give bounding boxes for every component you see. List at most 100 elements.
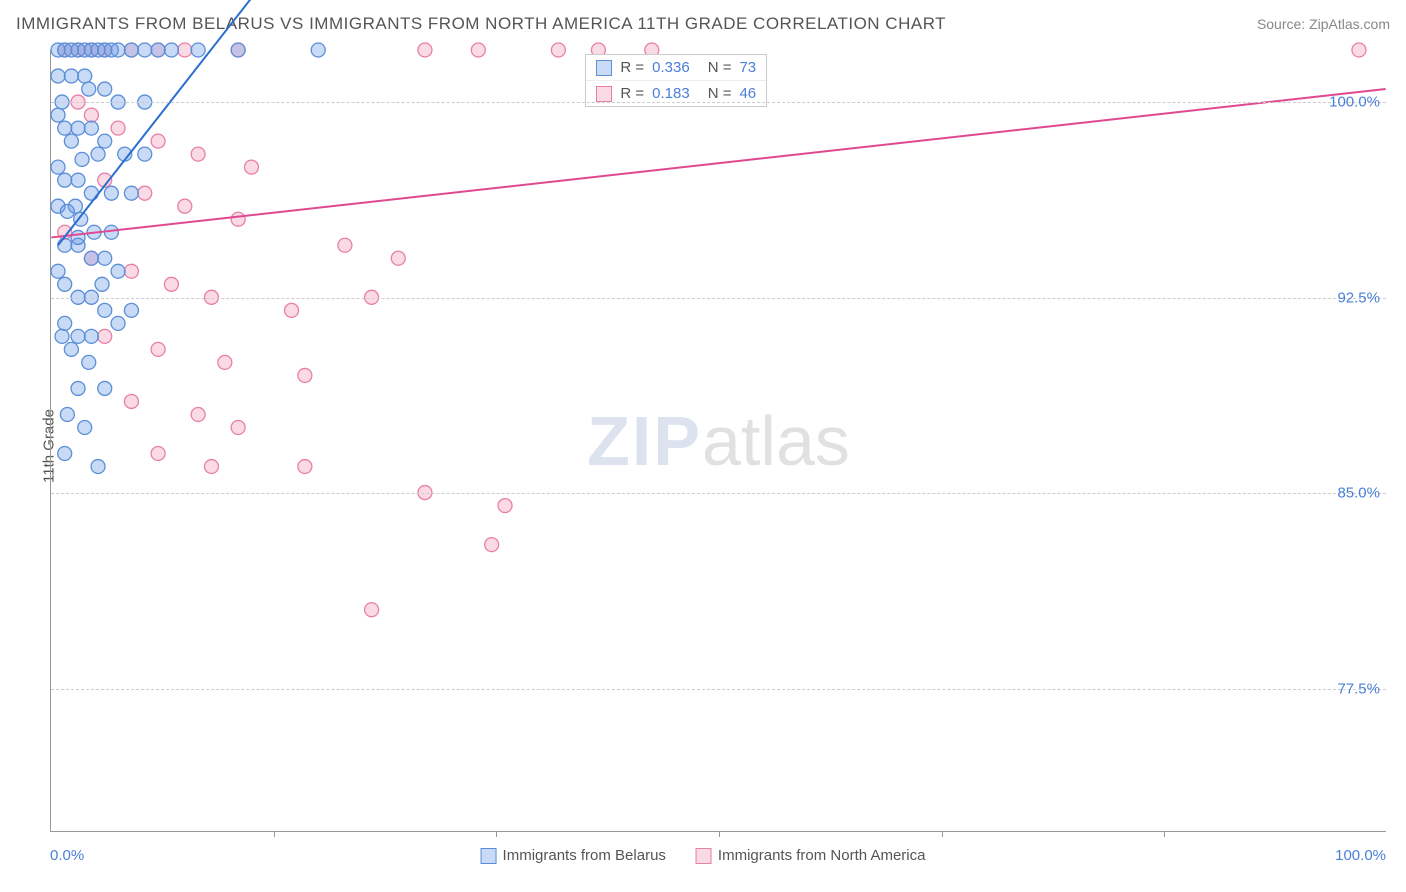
scatter-point [498, 499, 512, 513]
legend-swatch-icon [596, 86, 612, 102]
scatter-point [51, 160, 65, 174]
gridline [51, 298, 1386, 299]
scatter-point [164, 43, 178, 57]
legend-swatch-icon [481, 848, 497, 864]
chart-title: IMMIGRANTS FROM BELARUS VS IMMIGRANTS FR… [16, 14, 946, 34]
scatter-point [124, 303, 138, 317]
scatter-point [1352, 43, 1366, 57]
scatter-point [164, 277, 178, 291]
scatter-point [71, 121, 85, 135]
scatter-point [124, 43, 138, 57]
x-tick [1164, 831, 1165, 837]
scatter-point [485, 538, 499, 552]
scatter-point [84, 186, 98, 200]
scatter-point [98, 381, 112, 395]
scatter-point [78, 420, 92, 434]
scatter-point [84, 251, 98, 265]
x-min-label: 0.0% [50, 847, 84, 864]
y-tick-label: 92.5% [1337, 289, 1380, 306]
scatter-point [84, 329, 98, 343]
scatter-point [151, 447, 165, 461]
scatter-point [418, 43, 432, 57]
legend-n-value: 46 [739, 85, 756, 102]
legend-n-label: N = [708, 59, 732, 76]
series-legend-item: Immigrants from Belarus [481, 847, 666, 864]
scatter-point [91, 460, 105, 474]
y-tick-label: 77.5% [1337, 680, 1380, 697]
legend-swatch-icon [696, 848, 712, 864]
scatter-point [311, 43, 325, 57]
legend-row: R = 0.336 N = 73 [586, 55, 766, 81]
scatter-point [78, 69, 92, 83]
y-tick-label: 100.0% [1329, 94, 1380, 111]
x-tick [719, 831, 720, 837]
gridline [51, 689, 1386, 690]
scatter-point [111, 316, 125, 330]
scatter-point [51, 108, 65, 122]
scatter-point [55, 329, 69, 343]
scatter-point [138, 43, 152, 57]
series-legend-item: Immigrants from North America [696, 847, 926, 864]
legend-r-label: R = [620, 85, 644, 102]
scatter-point [231, 212, 245, 226]
scatter-point [231, 420, 245, 434]
scatter-point [245, 160, 259, 174]
scatter-point [151, 342, 165, 356]
scatter-point [58, 447, 72, 461]
scatter-point [104, 186, 118, 200]
scatter-point [51, 69, 65, 83]
scatter-point [124, 264, 138, 278]
source-attribution: Source: ZipAtlas.com [1257, 16, 1390, 32]
scatter-point [178, 199, 192, 213]
scatter-point [58, 121, 72, 135]
scatter-point [58, 277, 72, 291]
scatter-point [98, 303, 112, 317]
scatter-point [218, 355, 232, 369]
series-legend-label: Immigrants from Belarus [503, 847, 666, 864]
legend-r-value: 0.183 [652, 85, 690, 102]
scatter-point [64, 134, 78, 148]
scatter-point [51, 264, 65, 278]
y-tick-label: 85.0% [1337, 485, 1380, 502]
scatter-point [98, 329, 112, 343]
scatter-point [151, 134, 165, 148]
series-legend-label: Immigrants from North America [718, 847, 926, 864]
scatter-point [71, 230, 85, 244]
x-tick [496, 831, 497, 837]
scatter-point [75, 152, 89, 166]
scatter-point [71, 329, 85, 343]
scatter-point [298, 368, 312, 382]
gridline [51, 493, 1386, 494]
scatter-point [204, 460, 218, 474]
scatter-point [391, 251, 405, 265]
scatter-point [471, 43, 485, 57]
scatter-point [298, 460, 312, 474]
scatter-point [68, 199, 82, 213]
scatter-point [60, 407, 74, 421]
scatter-point [98, 134, 112, 148]
scatter-point [178, 43, 192, 57]
legend-swatch-icon [596, 60, 612, 76]
scatter-point [231, 43, 245, 57]
scatter-point [84, 121, 98, 135]
series-legend: Immigrants from Belarus Immigrants from N… [481, 847, 926, 864]
scatter-point [58, 173, 72, 187]
correlation-legend: R =0.336N =73R =0.183N =46 [585, 54, 767, 107]
scatter-point [338, 238, 352, 252]
scatter-point [71, 381, 85, 395]
scatter-point [285, 303, 299, 317]
scatter-point [151, 43, 165, 57]
legend-n-value: 73 [739, 59, 756, 76]
legend-r-label: R = [620, 59, 644, 76]
legend-r-value: 0.336 [652, 59, 690, 76]
x-max-label: 100.0% [1335, 847, 1386, 864]
scatter-point [191, 407, 205, 421]
scatter-point [365, 603, 379, 617]
gridline [51, 102, 1386, 103]
scatter-point [551, 43, 565, 57]
x-tick [274, 831, 275, 837]
scatter-point [58, 238, 72, 252]
x-tick [942, 831, 943, 837]
scatter-plot-svg [51, 50, 1386, 831]
scatter-point [111, 121, 125, 135]
